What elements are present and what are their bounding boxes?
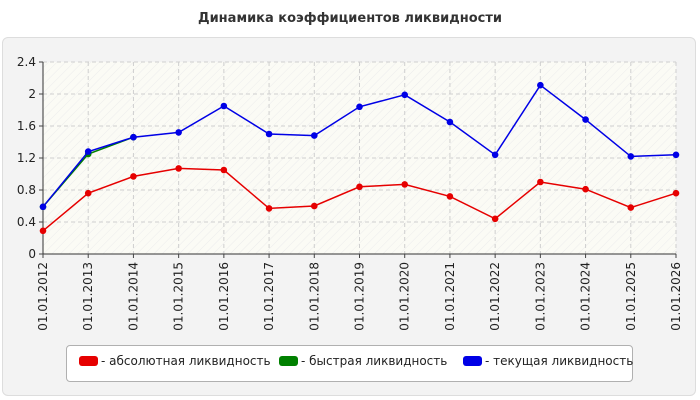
- data-point-absolute: [673, 190, 680, 197]
- data-point-current: [401, 92, 408, 99]
- legend: - абсолютная ликвидность - быстрая ликви…: [66, 345, 633, 382]
- x-tick-label: 01.01.2019: [353, 262, 367, 331]
- data-point-current: [175, 129, 182, 136]
- data-point-current: [673, 152, 680, 159]
- y-axis-ticks: 0 0.4 0.8 1.2 1.6 2 2.4: [17, 55, 43, 261]
- data-point-current: [582, 116, 589, 123]
- data-point-current: [627, 153, 634, 160]
- data-point-current: [130, 134, 137, 141]
- x-tick-label: 01.01.2015: [172, 262, 186, 331]
- data-point-current: [356, 104, 363, 111]
- legend-swatch-quick: [279, 356, 298, 366]
- legend-item-absolute: - абсолютная ликвидность: [79, 354, 271, 368]
- data-point-absolute: [40, 228, 47, 235]
- legend-item-current: - текущая ликвидность: [463, 354, 633, 368]
- data-point-absolute: [627, 204, 634, 211]
- legend-swatch-absolute: [79, 356, 98, 366]
- data-point-absolute: [537, 179, 544, 186]
- legend-swatch-current: [463, 356, 482, 366]
- x-tick-label: 01.01.2017: [262, 262, 276, 331]
- data-point-current: [311, 132, 318, 139]
- x-tick-label: 01.01.2022: [488, 262, 502, 331]
- x-tick-label: 01.01.2018: [307, 262, 321, 331]
- data-point-absolute: [401, 181, 408, 188]
- data-point-current: [266, 131, 273, 138]
- data-point-current: [40, 204, 47, 211]
- x-tick-label: 01.01.2026: [669, 262, 683, 331]
- y-tick-label: 0: [28, 247, 36, 261]
- y-tick-label: 2.4: [17, 55, 36, 69]
- data-point-current: [492, 152, 499, 159]
- data-point-absolute: [447, 193, 454, 200]
- data-point-absolute: [221, 167, 228, 174]
- data-point-absolute: [582, 186, 589, 193]
- y-tick-label: 1.6: [17, 119, 36, 133]
- data-point-current: [221, 103, 228, 110]
- legend-label-quick: - быстрая ликвидность: [301, 354, 447, 368]
- legend-item-quick: - быстрая ликвидность: [279, 354, 447, 368]
- data-point-absolute: [175, 165, 182, 172]
- x-tick-label: 01.01.2012: [36, 262, 50, 331]
- data-point-current: [537, 82, 544, 89]
- x-tick-label: 01.01.2024: [579, 262, 593, 331]
- x-tick-label: 01.01.2025: [624, 262, 638, 331]
- y-tick-label: 0.4: [17, 215, 36, 229]
- data-point-current: [85, 148, 92, 155]
- data-point-absolute: [85, 190, 92, 197]
- x-tick-label: 01.01.2013: [81, 262, 95, 331]
- data-point-absolute: [311, 203, 318, 210]
- x-axis-ticks: 01.01.2012 01.01.2013 01.01.2014 01.01.2015…: [36, 254, 683, 331]
- y-tick-label: 1.2: [17, 151, 36, 165]
- legend-label-current: - текущая ликвидность: [485, 354, 633, 368]
- data-point-current: [447, 119, 454, 126]
- data-point-absolute: [492, 216, 499, 223]
- x-tick-label: 01.01.2023: [533, 262, 547, 331]
- x-tick-label: 01.01.2020: [398, 262, 412, 331]
- legend-label-absolute: - абсолютная ликвидность: [101, 354, 271, 368]
- x-tick-label: 01.01.2021: [443, 262, 457, 331]
- y-tick-label: 2: [28, 87, 36, 101]
- data-point-absolute: [356, 184, 363, 191]
- data-point-absolute: [130, 173, 137, 180]
- x-tick-label: 01.01.2016: [217, 262, 231, 331]
- y-tick-label: 0.8: [17, 183, 36, 197]
- x-tick-label: 01.01.2014: [126, 262, 140, 331]
- data-point-absolute: [266, 205, 273, 212]
